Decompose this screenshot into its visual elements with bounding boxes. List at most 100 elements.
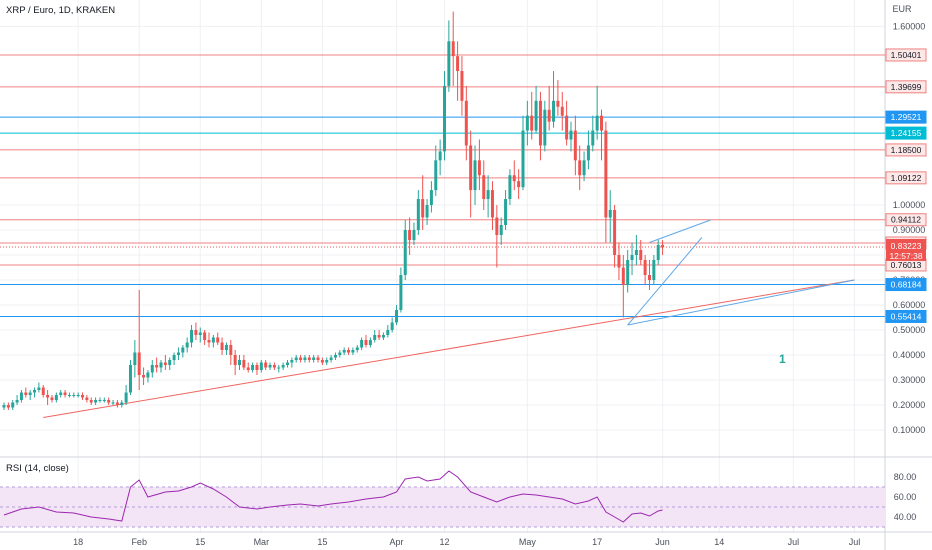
rsi-panel bbox=[3, 470, 663, 523]
candle-body bbox=[565, 115, 569, 140]
candle-body bbox=[543, 109, 547, 146]
candle-body bbox=[94, 400, 98, 403]
candle-body bbox=[525, 115, 529, 131]
candle-body bbox=[2, 405, 6, 408]
level-tag-label: 0.94112 bbox=[891, 215, 921, 225]
candle-body bbox=[325, 360, 329, 363]
candle-body bbox=[661, 245, 665, 248]
rsi-tick-label: 80.00 bbox=[894, 472, 917, 482]
candle-body bbox=[316, 357, 320, 360]
candle-body bbox=[586, 145, 590, 161]
level-tag bbox=[885, 48, 927, 62]
candle-body bbox=[185, 342, 189, 348]
candle-body bbox=[216, 337, 220, 343]
candle-body bbox=[142, 375, 146, 378]
candle-body bbox=[438, 151, 442, 161]
candle-body bbox=[281, 365, 285, 368]
rsi-tick-label: 60.00 bbox=[894, 492, 917, 502]
candle-body bbox=[176, 352, 180, 355]
candle-body bbox=[399, 275, 403, 310]
candle-body bbox=[54, 395, 58, 400]
candle-body bbox=[220, 342, 224, 350]
candle-body bbox=[81, 395, 85, 398]
candle-body bbox=[512, 175, 516, 182]
candle-body bbox=[495, 217, 499, 235]
level-tag bbox=[885, 309, 927, 323]
candle-body bbox=[560, 106, 564, 116]
level-tag bbox=[885, 171, 927, 185]
level-tag bbox=[885, 143, 927, 157]
candle-body bbox=[600, 115, 604, 131]
candle-body bbox=[556, 100, 560, 107]
wave-annotation: 1 bbox=[779, 352, 786, 366]
candle-body bbox=[412, 230, 416, 240]
candle-body bbox=[626, 260, 630, 285]
candle-body bbox=[242, 360, 246, 368]
x-tick-label: 17 bbox=[592, 537, 602, 547]
candle-body bbox=[591, 130, 595, 146]
candle-body bbox=[647, 275, 651, 280]
candle-body bbox=[517, 181, 521, 188]
candle-body bbox=[604, 130, 608, 218]
candle-body bbox=[11, 402, 15, 408]
level-tag bbox=[885, 110, 927, 124]
candle-body bbox=[373, 335, 377, 340]
level-tag-label: 0.76013 bbox=[891, 260, 922, 270]
level-tag-label: 1.29521 bbox=[891, 112, 922, 122]
level-tag bbox=[885, 213, 927, 227]
x-tick-label: 12 bbox=[439, 537, 449, 547]
trendline bbox=[649, 219, 711, 243]
candle-body bbox=[534, 100, 538, 131]
y-tick-label: 0.10000 bbox=[893, 425, 926, 435]
price-tags: 1.722091.504011.396991.295211.241551.185… bbox=[885, 48, 927, 323]
candle-body bbox=[486, 190, 490, 200]
rsi-title: RSI (14, close) bbox=[6, 463, 69, 474]
y-tick-label: 0.50000 bbox=[893, 325, 926, 335]
y-tick-label: 0.20000 bbox=[893, 400, 926, 410]
x-tick-label: Apr bbox=[390, 537, 404, 547]
candle-body bbox=[233, 355, 237, 365]
candle-body bbox=[443, 85, 446, 152]
candle-body bbox=[150, 365, 154, 373]
candle-body bbox=[477, 160, 481, 176]
candle-body bbox=[224, 345, 228, 350]
trendline bbox=[43, 279, 855, 418]
candle-body bbox=[530, 115, 534, 131]
y-tick-label: 0.40000 bbox=[893, 350, 926, 360]
level-tag-label: 1.18500 bbox=[891, 145, 922, 155]
candle-body bbox=[33, 390, 37, 393]
x-tick-label: 14 bbox=[714, 537, 724, 547]
candle-body bbox=[111, 402, 115, 404]
candle-body bbox=[303, 357, 307, 360]
candle-body bbox=[67, 395, 71, 396]
candle-body bbox=[377, 335, 381, 338]
candle-body bbox=[360, 340, 364, 348]
candle-body bbox=[181, 347, 185, 353]
candle-body bbox=[617, 255, 621, 268]
candle-body bbox=[582, 160, 586, 176]
candle-body bbox=[264, 362, 268, 368]
candle-body bbox=[72, 395, 76, 396]
axes: 0.10000 0.20000 0.30000 0.40000 0.50000 0.600… bbox=[73, 0, 925, 547]
candle-body bbox=[246, 367, 250, 370]
candle-body bbox=[133, 352, 137, 365]
level-tag-label: 1.24155 bbox=[891, 128, 922, 138]
candle-body bbox=[386, 330, 390, 335]
candle-body bbox=[521, 130, 525, 188]
candle-body bbox=[639, 250, 643, 260]
candle-body bbox=[320, 360, 324, 363]
candle-body bbox=[573, 130, 577, 161]
candle-body bbox=[299, 357, 303, 360]
candle-body bbox=[198, 332, 202, 335]
candle-body bbox=[76, 395, 80, 396]
candle-body bbox=[50, 397, 54, 400]
candle-body bbox=[107, 400, 111, 403]
candle-body bbox=[238, 360, 242, 365]
candle-body bbox=[434, 160, 438, 191]
x-tick-label: Jul bbox=[788, 537, 800, 547]
level-tag-label: 0.68184 bbox=[891, 280, 922, 290]
rsi-tick-label: 40.00 bbox=[894, 512, 917, 522]
candle-body bbox=[46, 395, 50, 398]
